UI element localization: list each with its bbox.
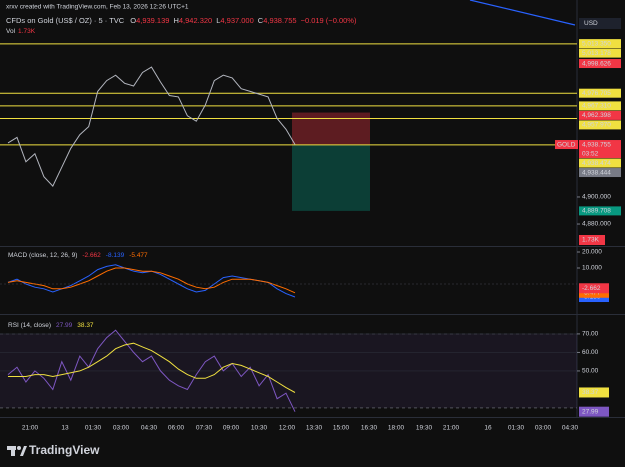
series-line [8,342,296,393]
price-label: 4,998.626 [582,60,611,67]
countdown: 03:52 [582,150,599,157]
ohlc-key: L [216,16,220,25]
price-label: 4,976.705 [582,90,611,97]
price-label: 4,967.310 [582,103,611,110]
time-label: 01:30 [508,425,525,432]
symbol-tag-box [555,140,578,150]
time-label: 04:30 [562,425,579,432]
time-label: 03:00 [535,425,552,432]
time-label: 16 [484,425,492,432]
time-label: 16:30 [361,425,378,432]
time-label: 09:00 [223,425,240,432]
series-line [7,267,296,294]
time-label: 03:00 [113,425,130,432]
pane-histogram: -2.662 [82,252,101,259]
price-label: 4,889.708 [582,208,611,215]
volume-axis-text: 1.73K [582,237,600,244]
last-value: 27.99 [582,408,599,415]
price-label-box [579,206,621,216]
currency: USD [584,20,598,27]
symbol-tag: GOLD [557,141,576,148]
time-label: 12:00 [279,425,296,432]
y-tick-label: 10.000 [582,265,602,272]
pane-title-text: RSI (14, close) [8,322,51,329]
ohlc-key: O [130,16,136,25]
time-label: 15:00 [333,425,350,432]
price-label-box [579,88,621,98]
pane-title-text: MACD (close, 12, 26, 9) [8,252,77,259]
price-label: 4,962.398 [582,112,611,119]
last-value: 38.37 [582,389,599,396]
price-label: 4,938.444 [582,169,611,176]
price-label-box [579,101,621,111]
price-label: 4,957.970 [582,122,611,129]
pane-title: RSI (14, close) 27.99 38.37 [8,322,94,329]
ohlc-key: C [258,16,264,25]
ohlc-value: 4,938.755 [263,16,296,25]
time-label: 07:30 [196,425,213,432]
stop-zone [292,112,370,145]
time-label: 21:00 [22,425,39,432]
credit: xrxv created with TradingView.com, Feb 1… [6,4,189,11]
y-tick-label: 70.00 [582,331,599,338]
price-label: 5,013.178 [582,50,611,57]
pane-series-value: 27.99 [56,322,73,329]
currency-box [579,18,621,29]
price-label-box [579,48,621,58]
trend-line [469,0,576,26]
y-tick-label: 4,880.000 [582,221,611,228]
pane-series-value: 38.37 [77,322,94,329]
price-label-box [579,110,621,120]
series-line [7,66,296,187]
price-label-box [579,120,621,130]
time-label: 21:00 [443,425,460,432]
change: −0.019 (−0.00%) [301,16,357,25]
y-tick-label: 4,900.000 [582,194,611,201]
ohlc-value: 4,937.000 [220,16,253,25]
price-label-box [579,39,621,49]
price-label: 4,938.474 [582,160,611,167]
price-label-box [579,168,621,178]
time-label: 04:30 [141,425,158,432]
histogram-label: -2.662 [582,285,601,292]
target-zone [292,144,370,211]
y-tick-label: 50.00 [582,368,599,375]
ohlc-value: 4,942.320 [179,16,212,25]
time-label: 13:30 [306,425,323,432]
symbol-line: CFDs on Gold (US$ / OZ) · 5 · TVC O4,939.… [6,16,357,25]
time-label: 06:00 [168,425,185,432]
volume-axis-label [579,235,605,245]
price-label-box [579,158,621,168]
pane-series-value: -5.477 [129,252,148,259]
price-label: 4,938.755 [582,141,611,148]
y-tick-label: 60.00 [582,349,599,356]
time-label: 01:30 [85,425,102,432]
series-line [7,329,296,412]
last-value-box [579,406,609,417]
price-label-box [579,59,621,69]
price-label-box [579,140,621,159]
pane-title: MACD (close, 12, 26, 9) -2.662 -8.139 -5.47… [8,252,148,259]
footer-brand: TradingView [29,443,100,457]
pane-series-value: -8.139 [106,252,125,259]
volume-line: Vol 1.73K [6,28,36,35]
y-tick-label: 20.000 [582,249,602,256]
last-value-box [579,387,609,398]
time-label: 18:00 [388,425,405,432]
time-label: 10:30 [251,425,268,432]
symbol: CFDs on Gold (US$ / OZ) · 5 · TVC [6,16,125,25]
ohlc-key: H [173,16,178,25]
price-label: 5,013.350 [582,40,611,47]
volume-value: 1.73K [18,28,36,35]
time-label: 19:30 [416,425,433,432]
time-label: 13 [61,425,69,432]
volume-label: Vol [6,28,16,35]
histogram-label-box [579,283,609,294]
logo [7,446,27,456]
ohlc-value: 4,939.139 [136,16,169,25]
